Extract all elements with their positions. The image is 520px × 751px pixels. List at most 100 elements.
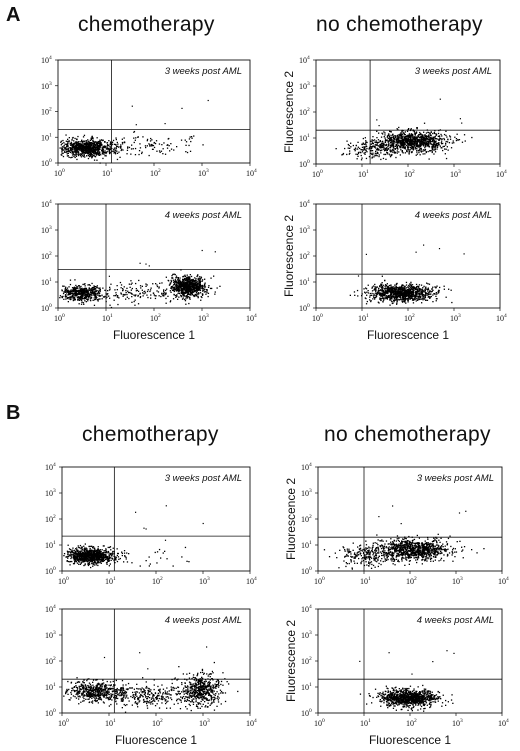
- scatter-point: [77, 142, 79, 144]
- scatter-point: [427, 283, 429, 285]
- scatter-point: [396, 292, 398, 294]
- scatter-point: [81, 141, 83, 143]
- scatter-point: [75, 287, 77, 289]
- scatter-point: [99, 295, 101, 297]
- scatter-point: [418, 145, 420, 147]
- scatter-point: [77, 290, 79, 293]
- scatter-point: [110, 306, 113, 309]
- scatter-point: [146, 290, 149, 293]
- scatter-point: [406, 294, 408, 297]
- scatter-point: [403, 136, 406, 138]
- scatter-point: [102, 150, 105, 152]
- scatter-point: [399, 137, 401, 139]
- scatter-point: [434, 149, 436, 151]
- scatter-point: [379, 285, 381, 288]
- scatter-point: [404, 287, 406, 289]
- scatter-point: [424, 134, 426, 136]
- scatter-point: [194, 295, 196, 297]
- scatter-point: [180, 282, 183, 285]
- scatter-point: [413, 298, 415, 301]
- scatter-point: [422, 290, 425, 292]
- scatter-point: [402, 287, 404, 290]
- scatter-point: [105, 155, 107, 157]
- scatter-point: [396, 143, 398, 145]
- scatter-point: [401, 301, 404, 303]
- scatter-point: [382, 294, 384, 296]
- scatter-point: [190, 292, 192, 294]
- scatter-point: [199, 282, 201, 284]
- scatter-point: [131, 282, 133, 284]
- scatter-point: [63, 291, 65, 293]
- scatter-point: [411, 288, 413, 291]
- scatter-point: [70, 552, 72, 554]
- scatter-point: [187, 280, 189, 282]
- plot-annotation: 3 weeks post AML: [415, 66, 492, 77]
- scatter-point: [79, 296, 81, 298]
- scatter-point: [357, 146, 359, 148]
- scatter-point: [86, 298, 88, 300]
- scatter-point: [185, 279, 187, 281]
- scatter-point: [84, 291, 86, 293]
- scatter-point: [137, 295, 139, 297]
- scatter-point: [394, 289, 396, 291]
- scatter-point: [369, 299, 371, 301]
- scatter-point: [464, 140, 466, 142]
- scatter-point: [94, 559, 96, 561]
- scatter-point: [390, 291, 392, 293]
- scatter-point: [411, 146, 414, 148]
- scatter-point: [99, 561, 102, 563]
- scatter-point: [381, 297, 384, 299]
- scatter-point: [130, 153, 132, 155]
- scatter-point: [116, 150, 118, 152]
- scatter-point: [192, 278, 194, 281]
- x-tick-label: 101: [102, 313, 113, 323]
- scatter-point: [412, 287, 414, 289]
- scatter-point: [393, 150, 395, 152]
- scatter-points: [59, 249, 221, 309]
- scatter-point: [71, 137, 74, 139]
- scatter-point: [433, 146, 435, 148]
- x-tick-label: 104: [246, 313, 257, 323]
- scatter-point: [68, 296, 70, 299]
- scatter-point: [357, 155, 359, 157]
- scatter-point: [202, 289, 204, 291]
- scatter-point: [386, 283, 388, 285]
- scatter-point: [73, 296, 75, 299]
- scatter-point: [185, 289, 187, 291]
- scatter-point: [162, 153, 164, 155]
- scatter-point: [114, 151, 116, 153]
- scatter-point: [388, 290, 390, 292]
- scatter-point: [174, 294, 177, 297]
- scatter-point: [403, 146, 405, 149]
- scatter-point: [439, 286, 441, 289]
- scatter-point: [90, 145, 92, 147]
- scatter-point: [388, 137, 390, 140]
- scatter-point: [88, 559, 90, 562]
- scatter-point: [458, 139, 461, 141]
- scatter-point: [361, 293, 363, 295]
- scatter-point: [96, 290, 98, 292]
- scatter-point: [400, 137, 403, 140]
- scatter-point: [381, 283, 383, 285]
- scatter-point: [412, 293, 414, 295]
- scatter-point: [97, 145, 99, 148]
- scatter-point: [182, 276, 184, 278]
- scatter-point: [417, 291, 419, 294]
- scatter-point: [374, 283, 376, 286]
- scatter-point: [440, 138, 443, 140]
- scatter-point: [176, 276, 178, 279]
- scatter-point: [79, 143, 81, 145]
- scatter-point: [176, 146, 178, 148]
- scatter-point: [133, 137, 135, 139]
- scatter-point: [116, 289, 118, 291]
- scatter-point: [186, 286, 188, 288]
- scatter-point: [387, 148, 389, 150]
- scatter-point: [409, 292, 411, 294]
- scatter-point: [179, 286, 182, 288]
- scatter-point: [384, 144, 386, 146]
- scatter-point: [364, 149, 366, 151]
- scatter-point: [393, 291, 395, 293]
- scatter-point: [415, 131, 418, 133]
- scatter-point: [172, 277, 174, 279]
- scatter-point: [422, 136, 424, 138]
